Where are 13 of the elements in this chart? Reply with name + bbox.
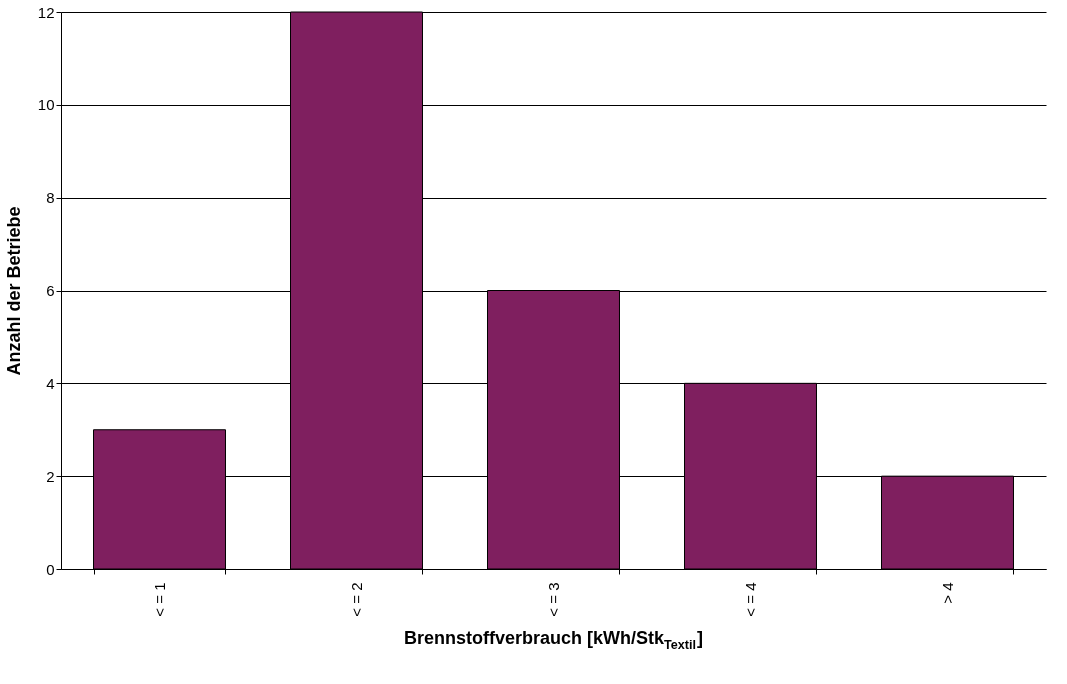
y-axis-title: Anzahl der Betriebe	[3, 206, 24, 376]
x-tick-label: < = 2	[348, 582, 365, 617]
x-tick-label: > 4	[939, 582, 956, 604]
x-tick-label: < = 4	[742, 582, 759, 617]
y-tick-label: 12	[37, 3, 55, 21]
y-tick-label: 2	[46, 467, 55, 485]
x-tick-label: < = 3	[545, 582, 562, 617]
y-tick-label: 10	[37, 96, 55, 114]
y-tick-label: 4	[46, 374, 55, 392]
x-tick-label: < = 1	[151, 582, 168, 617]
y-tick-label: 8	[46, 189, 55, 207]
y-tick-label: 0	[46, 560, 55, 578]
y-tick-label: 6	[46, 282, 55, 299]
